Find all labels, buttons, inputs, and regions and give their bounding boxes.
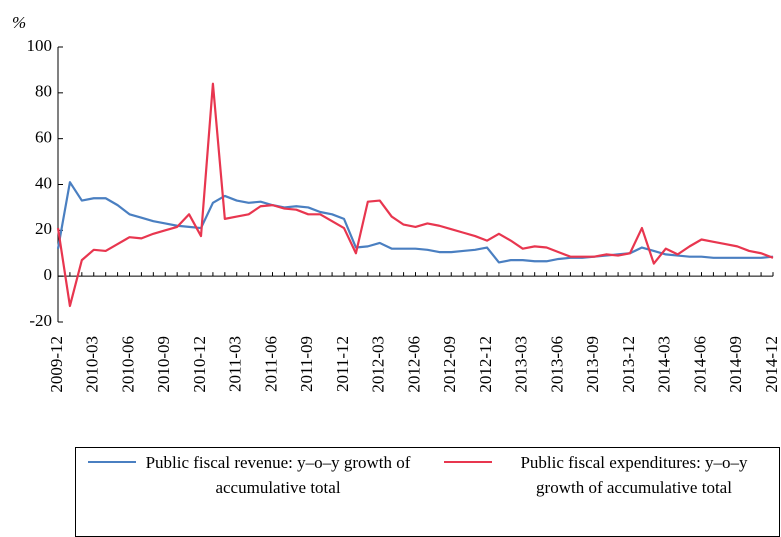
legend-swatch (88, 461, 136, 463)
x-tick-label: 2013-12 (619, 336, 638, 393)
y-tick-label: 0 (44, 265, 53, 284)
y-tick-label: 80 (35, 82, 52, 101)
x-tick-label: 2012-03 (369, 336, 388, 393)
x-tick-label: 2011-06 (261, 336, 280, 392)
page: {"chart_data": {"type": "line", "y_label… (12, 12, 781, 537)
x-tick-label: 2011-12 (333, 336, 352, 392)
x-tick-label: 2014-12 (762, 336, 781, 393)
x-tick-label: 2010-03 (83, 336, 102, 393)
x-tick-label: 2010-06 (118, 336, 137, 393)
x-tick-label: 2012-12 (476, 336, 495, 393)
y-axis-label: % (12, 13, 26, 32)
y-tick-label: 100 (27, 36, 53, 55)
legend-entry: Public fiscal expenditures: y–o–y growth… (444, 450, 769, 500)
legend-label: Public fiscal expenditures: y–o–y growth… (520, 453, 748, 497)
y-tick-label: 40 (35, 173, 52, 192)
legend-swatch (444, 461, 492, 463)
chart: % -20 0 20 40 60 80 100 2009-12 2010-03 2010-06 20… (12, 13, 781, 393)
legend-entry: Public fiscal revenue: y–o–y growth of a… (88, 450, 413, 500)
x-tick-label: 2010-09 (154, 336, 173, 393)
x-tick-label: 2014-03 (655, 336, 674, 393)
series-line (56, 82, 774, 308)
x-tick-label: 2014-06 (690, 336, 709, 393)
y-tick-label: 20 (35, 219, 52, 238)
x-tick-label: 2013-03 (512, 336, 531, 393)
legend: Public fiscal revenue: y–o–y growth of a… (75, 447, 780, 537)
x-tick-label: 2010-12 (190, 336, 209, 393)
x-tick-label: 2009-12 (47, 336, 66, 393)
x-tick-label: 2014-09 (726, 336, 745, 393)
x-tick-label: 2011-03 (226, 336, 245, 392)
x-tick-label: 2011-09 (297, 336, 316, 392)
x-tick-label: 2012-06 (404, 336, 423, 393)
x-tick-label: 2013-09 (583, 336, 602, 393)
y-tick-label: -20 (29, 311, 52, 330)
y-tick-label: 60 (35, 128, 52, 147)
legend-label: Public fiscal revenue: y–o–y growth of a… (145, 453, 411, 497)
x-tick-label: 2013-06 (547, 336, 566, 393)
x-tick-label: 2012-09 (440, 336, 459, 393)
